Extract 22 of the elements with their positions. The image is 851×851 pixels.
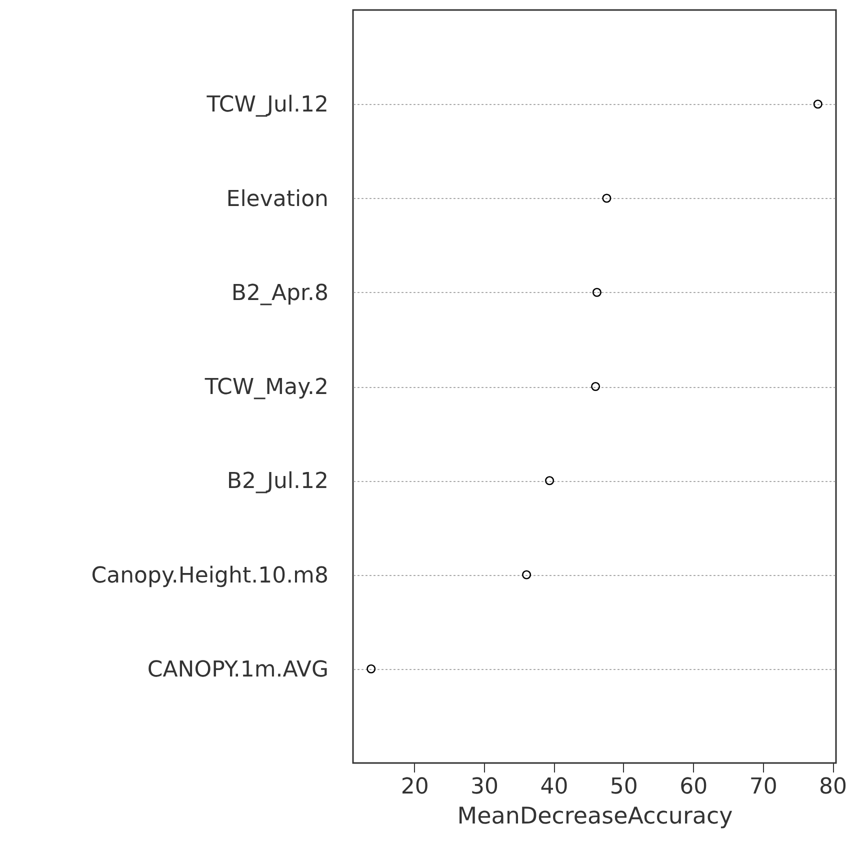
point [522,570,532,580]
x-axis-title: MeanDecreaseAccuracy [457,804,733,830]
y-tick-label: Canopy.Height.10.m8 [91,563,328,588]
x-tick-label: 30 [470,774,499,800]
x-tick-label: 50 [610,774,638,800]
x-tick-label: 40 [540,774,568,800]
point [366,664,376,674]
y-tick-label: B2_Jul.12 [226,469,328,494]
point [602,194,612,203]
point [592,288,602,297]
x-tick-label: 80 [819,774,848,800]
point [545,476,554,486]
y-tick-label: TCW_Jul.12 [206,92,328,118]
point [813,100,822,109]
y-tick-label: CANOPY.1m.AVG [147,657,328,682]
y-tick-label: TCW_May.2 [204,375,328,400]
point [591,382,600,392]
x-tick-label: 60 [680,774,708,800]
y-tick-label: Elevation [226,186,328,212]
x-tick-label: 70 [749,774,778,800]
x-tick-label: 20 [400,774,429,800]
y-tick-label: B2_Apr.8 [231,280,328,306]
